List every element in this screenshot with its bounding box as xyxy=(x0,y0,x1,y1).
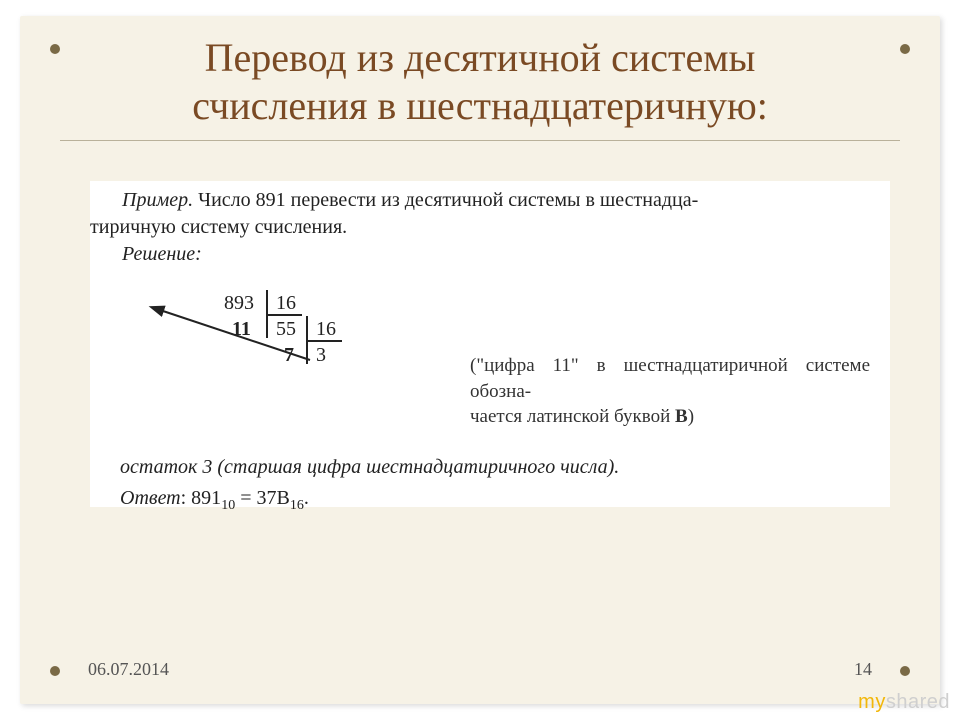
corner-dot-icon xyxy=(900,44,910,54)
footer-page: 14 xyxy=(854,659,872,680)
long-division: 893 16 11 55 16 7 3 ("цифра xyxy=(200,290,840,450)
corner-dot-icon xyxy=(50,44,60,54)
example-line1: Пример. Число 891 перевести из десятично… xyxy=(90,187,890,214)
footer-date: 06.07.2014 xyxy=(88,659,169,680)
title-line1: Перевод из десятичной системы xyxy=(205,35,756,80)
example-label: Пример. xyxy=(122,189,193,211)
digit-note: ("цифра 11" в шестнадцатиричной системе … xyxy=(470,353,870,430)
watermark: myshared xyxy=(858,691,950,714)
title-line2: счисления в шестнадцатеричную: xyxy=(192,83,768,128)
note-prefix: ("цифра 11" в шестнадцатиричной системе … xyxy=(470,355,870,402)
example-text1: Число 891 перевести из десятичной систем… xyxy=(193,189,698,211)
example-line2: тиричную систему счисления. xyxy=(90,214,890,241)
watermark-part1: my xyxy=(858,691,886,713)
content-panel: Пример. Число 891 перевести из десятично… xyxy=(90,181,890,507)
slide-title: Перевод из десятичной системы счисления … xyxy=(60,34,900,130)
slide-body: Перевод из десятичной системы счисления … xyxy=(20,16,940,704)
corner-dot-icon xyxy=(50,666,60,676)
answer-line: Ответ: 89110 = 37B16. xyxy=(120,485,890,516)
note-close: ) xyxy=(688,406,694,427)
watermark-part2: shared xyxy=(886,691,950,713)
corner-dot-icon xyxy=(900,666,910,676)
arrow-icon xyxy=(140,300,320,390)
answer-label: Ответ xyxy=(120,487,181,509)
note-letter: B xyxy=(675,406,688,427)
remainder-note: остаток 3 (старшая цифра шестнадцатиричн… xyxy=(120,454,890,481)
solution-label: Решение: xyxy=(90,241,890,268)
title-rule xyxy=(60,140,900,141)
note-suffix: чается латинской буквой xyxy=(470,406,675,427)
